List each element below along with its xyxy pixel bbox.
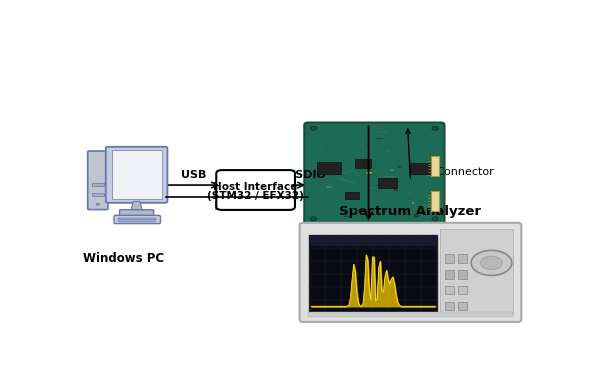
Text: Host Interface: Host Interface	[213, 182, 298, 192]
Circle shape	[471, 250, 512, 275]
Text: POWER: POWER	[214, 202, 260, 212]
Bar	[414, 214, 419, 217]
Bar	[384, 149, 391, 152]
Circle shape	[310, 217, 317, 221]
Circle shape	[481, 256, 502, 270]
Bar	[118, 218, 156, 219]
Text: Configured in PER mode: Configured in PER mode	[307, 242, 442, 252]
Text: Windows PC: Windows PC	[84, 252, 165, 265]
Bar	[118, 219, 156, 220]
Bar	[367, 137, 371, 138]
FancyBboxPatch shape	[216, 170, 295, 210]
Bar	[441, 228, 513, 314]
Text: Spectrum Analyzer: Spectrum Analyzer	[340, 205, 481, 218]
Bar	[407, 200, 410, 201]
Text: SPI/SDIO: SPI/SDIO	[271, 170, 326, 180]
FancyBboxPatch shape	[114, 215, 160, 224]
Bar	[458, 302, 468, 310]
Bar	[353, 185, 359, 187]
Circle shape	[96, 203, 100, 205]
Bar	[118, 221, 156, 222]
FancyBboxPatch shape	[120, 210, 154, 217]
Text: (STM32 / EFX32): (STM32 / EFX32)	[207, 191, 304, 201]
Bar	[317, 162, 341, 173]
Bar	[344, 216, 348, 217]
Bar	[366, 172, 371, 174]
FancyBboxPatch shape	[88, 151, 108, 209]
Bar	[458, 286, 468, 294]
Bar	[321, 180, 326, 183]
FancyBboxPatch shape	[300, 223, 521, 322]
Bar	[92, 193, 104, 196]
Bar	[389, 169, 394, 171]
Bar	[390, 185, 395, 187]
Bar	[319, 135, 322, 137]
Bar	[387, 179, 394, 180]
Bar	[308, 312, 513, 317]
Circle shape	[310, 126, 317, 130]
Bar	[355, 159, 371, 168]
FancyBboxPatch shape	[304, 122, 445, 225]
Bar	[389, 193, 394, 195]
Bar	[445, 286, 454, 294]
Bar	[458, 270, 468, 279]
Bar	[376, 138, 383, 139]
Bar	[430, 156, 439, 176]
Bar	[430, 191, 439, 211]
Circle shape	[432, 126, 438, 130]
Bar	[326, 186, 332, 187]
Polygon shape	[131, 201, 142, 211]
Bar	[112, 150, 162, 199]
Bar	[445, 302, 454, 310]
Bar	[309, 235, 438, 312]
Circle shape	[432, 217, 438, 221]
Bar	[92, 183, 104, 186]
Text: RS9116W Module: RS9116W Module	[317, 231, 432, 244]
Bar	[345, 192, 359, 199]
Bar	[378, 178, 397, 188]
Bar	[309, 235, 438, 246]
FancyBboxPatch shape	[106, 147, 168, 203]
Text: USB: USB	[182, 170, 207, 180]
Bar	[445, 254, 454, 263]
Bar	[394, 188, 397, 191]
Bar	[458, 254, 468, 263]
Bar	[410, 163, 432, 173]
Bar	[412, 202, 414, 204]
Bar	[398, 166, 401, 168]
Bar	[374, 191, 378, 193]
Text: uFL Connector: uFL Connector	[413, 167, 493, 177]
Bar	[368, 173, 374, 175]
Bar	[445, 270, 454, 279]
